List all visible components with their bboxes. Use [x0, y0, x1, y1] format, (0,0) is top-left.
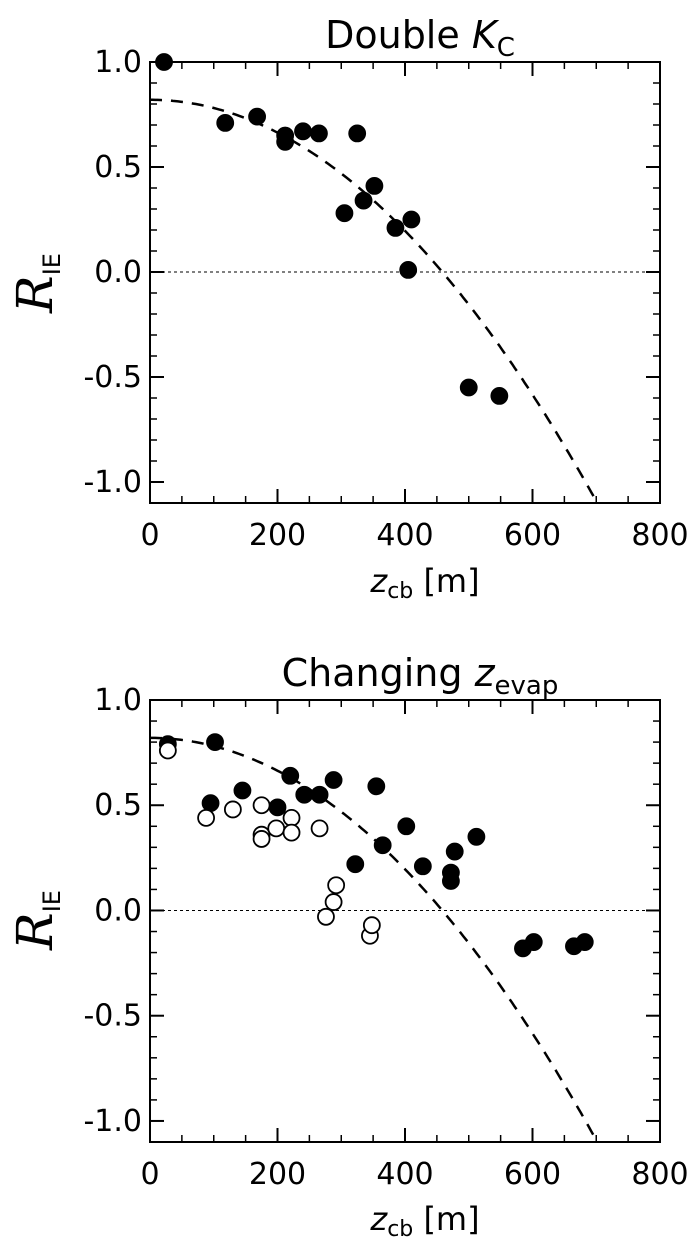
y-axis-label: RIE — [6, 890, 66, 951]
data-point-filled — [413, 857, 432, 876]
x-tick-label: 400 — [376, 518, 433, 553]
data-point-filled — [216, 114, 235, 132]
data-point-filled — [233, 781, 252, 800]
data-point-filled — [248, 107, 267, 126]
data-point-open — [252, 796, 271, 815]
chart-panel-1: 0 200 400 600 800 1.0 0.5 0.0 -0.5 -1.0 Double KC z… — [6, 13, 689, 604]
chart-title: Changing zevap — [282, 651, 559, 701]
data-point-filled — [295, 785, 314, 804]
data-point-filled — [524, 933, 543, 951]
data-point-filled — [201, 794, 220, 813]
data-point-open — [197, 808, 216, 827]
chart-panel-2: 0 200 400 600 800 1.0 0.5 0.0 -0.5 -1.0 Changing z… — [6, 651, 689, 1242]
data-point-filled — [397, 817, 416, 836]
y-tick-label: 1.0 — [94, 683, 142, 718]
y-tick-label: -1.0 — [83, 465, 142, 500]
data-point-filled — [155, 53, 173, 71]
x-tick-label: 800 — [631, 518, 688, 553]
data-point-open — [362, 916, 381, 935]
data-point-filled — [276, 132, 295, 151]
x-tick-label: 600 — [504, 1157, 561, 1192]
data-point-filled — [281, 766, 300, 785]
x-tick-label: 400 — [376, 1157, 433, 1192]
data-point-filled — [354, 191, 373, 210]
data-point-filled — [206, 733, 224, 751]
y-tick-label: -1.0 — [83, 1104, 142, 1139]
data-point-filled — [310, 785, 329, 804]
data-point-filled — [365, 176, 384, 195]
data-point-filled — [335, 204, 354, 223]
data-point-filled — [441, 872, 460, 890]
data-point-filled — [373, 836, 392, 855]
data-point-filled — [399, 260, 418, 279]
data-point-filled — [490, 386, 509, 405]
data-point-open — [282, 823, 301, 842]
fit-curve — [150, 736, 599, 1142]
y-tick-label: 0.0 — [94, 255, 142, 290]
y-tick-label: -0.5 — [83, 360, 142, 395]
y-tick-label: 0.5 — [94, 150, 142, 185]
data-point-filled — [386, 218, 405, 237]
data-point-filled — [445, 842, 464, 861]
y-tick-label: 1.0 — [94, 45, 142, 80]
fit-curve — [150, 98, 599, 503]
x-tick-label: 200 — [249, 518, 306, 553]
x-tick-label: 0 — [140, 1157, 159, 1192]
y-tick-label: 0.5 — [94, 788, 142, 823]
x-tick-label: 200 — [249, 1157, 306, 1192]
data-point-filled — [294, 122, 312, 141]
data-point-filled — [324, 771, 343, 789]
data-point-filled — [268, 798, 287, 817]
data-point-open — [223, 800, 242, 819]
data-point-filled — [402, 210, 421, 229]
chart-title: Double KC — [325, 13, 515, 63]
data-point-open — [317, 907, 335, 926]
data-point-open — [327, 876, 346, 895]
y-axis-label: RIE — [6, 253, 66, 314]
data-point-open — [267, 819, 286, 838]
data-point-open — [324, 893, 343, 911]
data-point-filled — [575, 933, 594, 951]
data-point-open — [282, 808, 301, 827]
data-point-filled — [467, 827, 486, 846]
x-tick-label: 800 — [631, 1157, 688, 1192]
data-point-filled — [459, 378, 478, 397]
x-tick-label: 600 — [504, 518, 561, 553]
plot-frame — [149, 699, 661, 1143]
x-axis-label: zcb [m] — [369, 1200, 479, 1242]
data-point-open — [158, 741, 177, 760]
data-point-filled — [346, 855, 365, 874]
data-point-filled — [310, 124, 328, 143]
data-point-filled — [367, 777, 386, 796]
y-tick-label: 0.0 — [94, 893, 142, 928]
data-point-filled — [348, 124, 367, 143]
x-axis-label: zcb [m] — [369, 562, 479, 604]
data-point-open — [252, 830, 271, 848]
y-tick-label: -0.5 — [83, 999, 142, 1034]
x-tick-label: 0 — [140, 518, 159, 553]
data-point-open — [310, 819, 329, 838]
